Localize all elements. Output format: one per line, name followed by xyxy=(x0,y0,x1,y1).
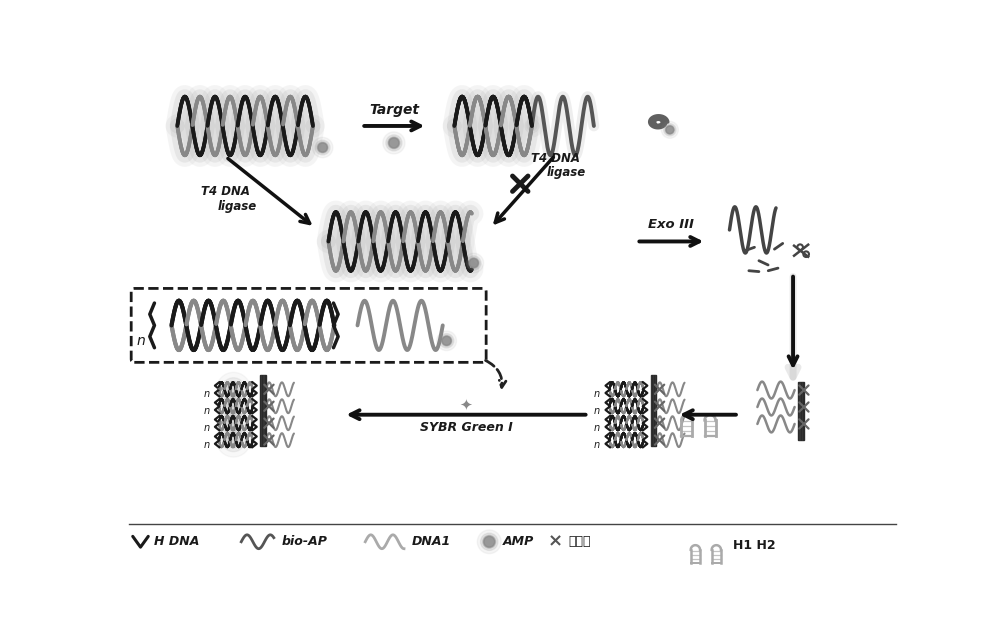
Text: T4 DNA: T4 DNA xyxy=(531,152,580,165)
Text: n: n xyxy=(203,440,209,450)
Text: bio-AP: bio-AP xyxy=(282,535,327,548)
Text: ✦: ✦ xyxy=(216,419,225,429)
Circle shape xyxy=(483,535,496,548)
Circle shape xyxy=(469,259,478,268)
Circle shape xyxy=(312,137,333,158)
Circle shape xyxy=(216,373,251,406)
Text: n: n xyxy=(203,406,209,416)
Text: T4 DNA: T4 DNA xyxy=(201,185,250,198)
Circle shape xyxy=(216,389,251,423)
Text: n: n xyxy=(594,440,600,450)
Circle shape xyxy=(477,530,501,553)
Circle shape xyxy=(467,256,481,270)
Text: H1 H2: H1 H2 xyxy=(733,539,776,552)
Text: n: n xyxy=(594,406,600,416)
Circle shape xyxy=(441,335,452,346)
Circle shape xyxy=(226,415,241,431)
Circle shape xyxy=(389,138,399,148)
Circle shape xyxy=(509,173,531,194)
Circle shape xyxy=(222,412,245,435)
Circle shape xyxy=(468,258,479,268)
Text: SYBR Green I: SYBR Green I xyxy=(420,420,512,433)
Text: 亲和素: 亲和素 xyxy=(568,535,591,548)
FancyBboxPatch shape xyxy=(131,288,486,362)
Text: Exo III: Exo III xyxy=(648,219,694,231)
Circle shape xyxy=(383,132,405,154)
Circle shape xyxy=(226,399,241,414)
Circle shape xyxy=(315,140,330,155)
Circle shape xyxy=(317,142,328,153)
Bar xyxy=(651,376,656,446)
Circle shape xyxy=(484,536,495,547)
Circle shape xyxy=(388,137,400,149)
Circle shape xyxy=(226,433,241,448)
Text: ✦: ✦ xyxy=(216,385,225,395)
Circle shape xyxy=(481,533,498,550)
Text: ×: × xyxy=(548,533,563,551)
Circle shape xyxy=(665,125,674,134)
Text: n: n xyxy=(594,389,600,399)
Circle shape xyxy=(226,381,241,397)
Text: DNA1: DNA1 xyxy=(412,535,451,548)
Circle shape xyxy=(437,331,457,351)
Text: ligase: ligase xyxy=(218,200,257,213)
Text: Target: Target xyxy=(369,103,419,117)
Text: n: n xyxy=(203,389,209,399)
Circle shape xyxy=(442,336,451,345)
Text: ✦: ✦ xyxy=(460,398,472,413)
Text: AMP: AMP xyxy=(503,535,534,548)
Circle shape xyxy=(216,423,251,457)
Bar xyxy=(798,382,804,440)
Circle shape xyxy=(664,124,676,136)
Text: n: n xyxy=(594,423,600,433)
Text: n: n xyxy=(203,423,209,433)
Circle shape xyxy=(464,253,484,273)
Circle shape xyxy=(439,334,454,348)
Circle shape xyxy=(386,135,402,151)
Circle shape xyxy=(222,429,245,452)
Text: H DNA: H DNA xyxy=(154,535,200,548)
Circle shape xyxy=(216,406,251,440)
Circle shape xyxy=(222,378,245,401)
Circle shape xyxy=(222,395,245,418)
Text: ligase: ligase xyxy=(547,166,586,179)
Text: n: n xyxy=(136,334,145,348)
Bar xyxy=(260,376,266,446)
Circle shape xyxy=(661,121,678,138)
Circle shape xyxy=(666,126,674,134)
Circle shape xyxy=(318,143,327,152)
